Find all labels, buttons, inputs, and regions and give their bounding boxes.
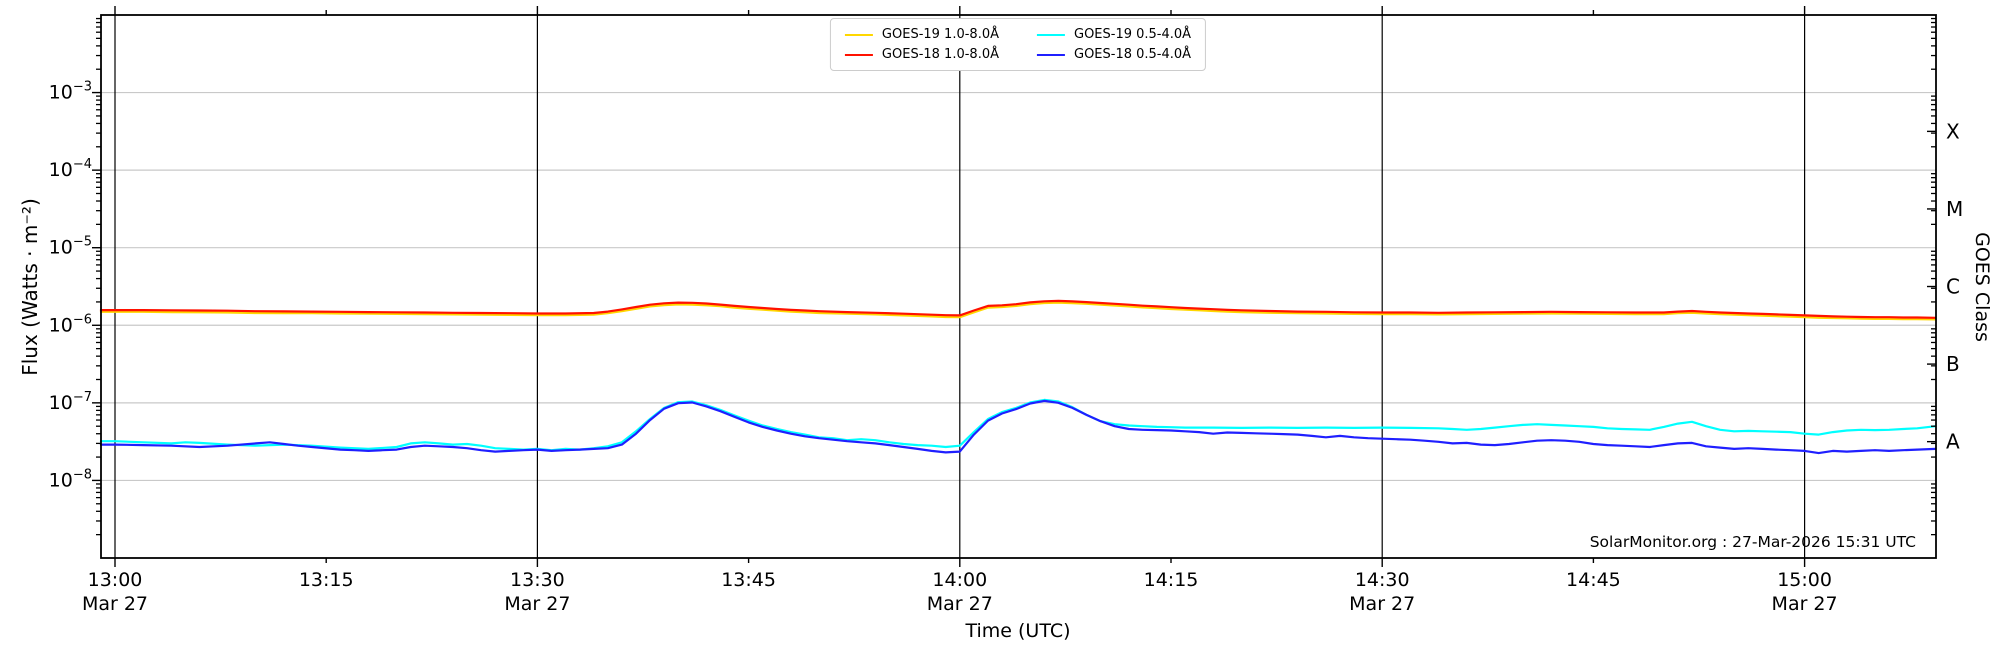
plot-border — [100, 14, 1937, 559]
goes-class-label: C — [1946, 275, 1960, 299]
y-tick-label: 10−6 — [49, 312, 92, 336]
x-date-label: Mar 27 — [1349, 593, 1415, 615]
y-tick-label: 10−7 — [49, 390, 92, 414]
x-tick-label: 13:00 — [88, 569, 143, 591]
watermark-text: SolarMonitor.org : 27-Mar-2026 15:31 UTC — [1589, 533, 1916, 551]
x-tick-label: 14:45 — [1566, 569, 1621, 591]
legend-line-goes18-long-icon — [844, 53, 873, 56]
legend-line-goes18-short-icon — [1037, 53, 1065, 56]
series-line-goes18-short — [99, 399, 1937, 455]
legend-item-goes19-long: GOES-19 1.0-8.0Å — [844, 27, 999, 42]
x-tick-label: 13:30 — [510, 569, 565, 591]
y-tick-label: 10−3 — [49, 80, 92, 104]
legend-label-goes19-short: GOES-19 0.5-4.0Å — [1074, 27, 1192, 42]
x-tick-label: 14:15 — [1144, 569, 1199, 591]
series-line-goes19-long — [99, 301, 1937, 321]
right-axis-title: GOES Class — [1971, 232, 1993, 342]
x-date-label: Mar 27 — [1772, 593, 1838, 615]
series-line-goes18-long — [99, 299, 1937, 319]
goes-class-label: X — [1946, 119, 1960, 143]
x-date-label: Mar 27 — [82, 593, 148, 615]
x-date-label: Mar 27 — [927, 593, 993, 615]
x-date-label: Mar 27 — [504, 593, 570, 615]
y-tick-label: 10−4 — [49, 157, 92, 181]
legend-item-goes19-short: GOES-19 0.5-4.0Å — [1037, 27, 1191, 42]
legend-label-goes18-short: GOES-18 0.5-4.0Å — [1074, 47, 1192, 62]
goes-class-label: A — [1946, 430, 1960, 454]
x-tick-label: 13:45 — [721, 569, 776, 591]
legend-label-goes18-long: GOES-18 1.0-8.0Å — [881, 47, 999, 62]
y-tick-label: 10−8 — [49, 467, 92, 491]
x-axis-title: Time (UTC) — [965, 620, 1071, 642]
chart-legend: GOES-19 1.0-8.0Å GOES-18 1.0-8.0Å GOES-1… — [829, 18, 1207, 71]
legend-item-goes18-long: GOES-18 1.0-8.0Å — [844, 47, 999, 62]
legend-label-goes19-long: GOES-19 1.0-8.0Å — [881, 27, 999, 42]
x-tick-label: 15:00 — [1777, 569, 1832, 591]
goes-class-label: M — [1946, 197, 1963, 221]
legend-line-goes19-long-icon — [844, 33, 873, 36]
y-tick-label: 10−5 — [49, 235, 92, 259]
y-axis-title: Flux (Watts · m⁻²) — [18, 198, 42, 376]
x-tick-label: 13:15 — [299, 569, 354, 591]
x-tick-label: 14:00 — [932, 569, 987, 591]
goes-class-label: B — [1946, 352, 1960, 376]
legend-item-goes18-short: GOES-18 0.5-4.0Å — [1037, 47, 1191, 62]
series-line-goes19-short — [99, 398, 1937, 452]
legend-line-goes19-short-icon — [1037, 33, 1065, 36]
x-tick-label: 14:30 — [1355, 569, 1410, 591]
